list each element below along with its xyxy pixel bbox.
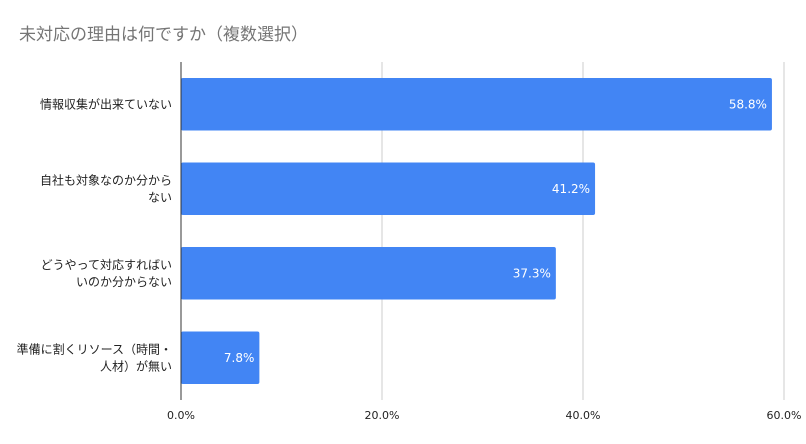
bar-value-label: 37.3%	[513, 266, 551, 280]
category-label: どうやって対応すればいいのか分からない	[41, 258, 172, 289]
bar-value-label: 7.8%	[224, 351, 255, 365]
category-label: 準備に割くリソース（時間・人材）が無い	[17, 341, 172, 373]
chart-title: 未対応の理由は何ですか（複数選択）	[19, 25, 308, 45]
x-axis-ticks: 0.0% 20.0% 40.0% 60.0%	[167, 409, 801, 422]
x-tick-label: 20.0%	[365, 409, 400, 422]
x-tick-label: 40.0%	[566, 409, 601, 422]
bar	[181, 78, 772, 131]
bar	[181, 331, 260, 384]
bar	[181, 247, 556, 300]
x-tick-label: 0.0%	[167, 409, 195, 422]
bar-value-label: 41.2%	[552, 182, 590, 196]
bars: 58.8% 41.2% 37.3% 7.8%	[181, 78, 772, 384]
category-labels: 情報収集が出来ていない自社も対象なのか分からないどうやって対応すればいいのか分か…	[17, 96, 172, 373]
bar	[181, 162, 596, 215]
category-label: 自社も対象なのか分からない	[40, 172, 172, 204]
bar-value-label: 58.8%	[729, 97, 767, 111]
x-tick-label: 60.0%	[767, 409, 802, 422]
category-label: 情報収集が出来ていない	[40, 96, 172, 111]
